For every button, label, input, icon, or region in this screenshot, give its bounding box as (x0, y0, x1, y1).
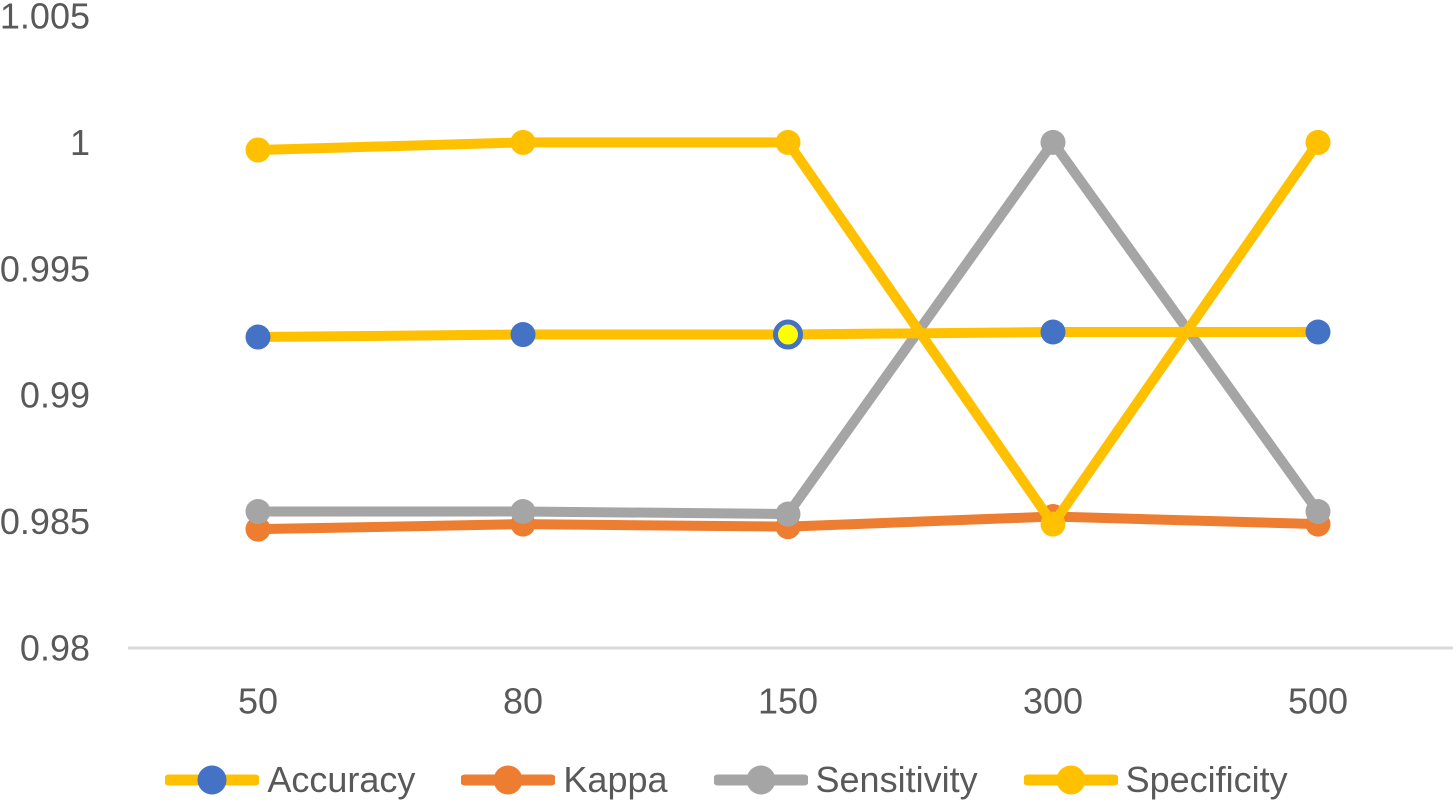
legend-label-kappa: Kappa (563, 759, 668, 800)
legend-item-specificity: Specificity (1023, 759, 1288, 801)
data-point-sensitivity-150 (775, 501, 801, 527)
data-point-sensitivity-300 (1040, 129, 1066, 155)
data-point-sensitivity-500 (1305, 498, 1331, 524)
y-axis-tick-label: 0.985 (0, 501, 90, 542)
y-axis-tick-label: 1 (70, 122, 90, 163)
legend-circle-sample (493, 765, 523, 795)
legend-label-specificity: Specificity (1125, 759, 1288, 800)
data-point-sensitivity-80 (510, 498, 536, 524)
x-axis-tick-label: 500 (1288, 681, 1348, 722)
data-point-specificity-80 (510, 129, 536, 155)
data-point-sensitivity-50 (245, 498, 271, 524)
data-point-specificity-150 (775, 129, 801, 155)
chart-legend: Accuracy Kappa Sensitivity Specificity (0, 754, 1453, 806)
legend-marker-kappa-icon (461, 765, 556, 795)
legend-circle-sample (197, 765, 227, 795)
data-point-accuracy-50 (245, 324, 271, 350)
legend-item-sensitivity: Sensitivity (713, 759, 978, 801)
x-axis-tick-label: 80 (503, 681, 543, 722)
data-point-accuracy-80 (510, 322, 536, 348)
plot-area: 1.005 1 0.995 0.99 0.985 0.98 50 80 150 300 500 (0, 0, 1453, 722)
legend-marker-specificity-icon (1023, 765, 1118, 795)
legend-item-kappa: Kappa (461, 759, 668, 801)
data-point-accuracy-500 (1305, 319, 1331, 345)
legend-circle-sample (1056, 765, 1086, 795)
data-point-specificity-300 (1040, 511, 1066, 537)
highlighted-data-point-accuracy-150 (773, 319, 803, 350)
data-point-accuracy-300 (1040, 319, 1066, 345)
legend-item-accuracy: Accuracy (165, 759, 415, 801)
legend-circle-sample (746, 765, 776, 795)
x-axis-tick-label: 300 (1023, 681, 1083, 722)
y-axis-tick-label: 0.98 (20, 628, 90, 669)
y-axis-tick-label: 0.995 (0, 248, 90, 289)
legend-label-accuracy: Accuracy (267, 759, 416, 800)
legend-marker-accuracy-icon (165, 765, 260, 795)
data-point-specificity-500 (1305, 129, 1331, 155)
data-point-kappa-50 (245, 516, 271, 542)
y-axis-tick-label: 0.99 (20, 375, 90, 416)
x-axis-tick-label: 150 (758, 681, 818, 722)
x-axis-tick-label: 50 (238, 681, 278, 722)
data-point-specificity-50 (245, 137, 271, 163)
y-axis-tick-label: 1.005 (0, 0, 90, 37)
legend-marker-sensitivity-icon (713, 765, 808, 795)
legend-label-sensitivity: Sensitivity (815, 759, 978, 800)
